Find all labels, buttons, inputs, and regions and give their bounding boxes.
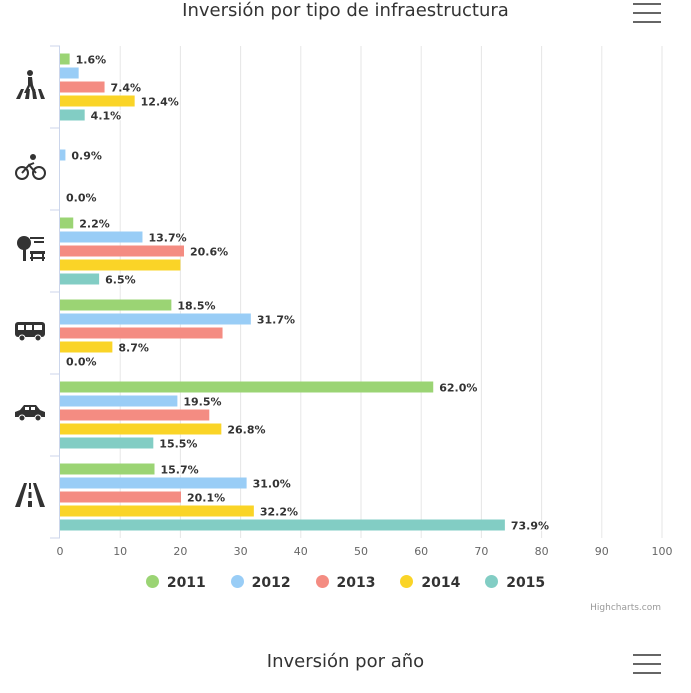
legend-label-2015: 2015: [506, 575, 546, 591]
data-label: 0.9%: [71, 150, 102, 163]
data-label: 0.0%: [66, 356, 97, 369]
bar-2012-public-space[interactable]: [60, 231, 143, 243]
bar-2011-pedestrian[interactable]: [60, 53, 70, 65]
legend-item-2012[interactable]: 2012: [230, 575, 291, 591]
bar-2015-pedestrian[interactable]: [60, 109, 85, 121]
bicycle-icon: [15, 154, 46, 180]
legend-marker-2013: [315, 575, 329, 588]
highway-icon: [15, 483, 45, 507]
data-label: 8.7%: [118, 342, 149, 355]
highcharts-credits-link[interactable]: Highcharts.com: [590, 603, 661, 613]
bar-2011-public-space[interactable]: [60, 217, 74, 229]
bar-2014-car[interactable]: [60, 423, 222, 435]
bar-2015-public-space[interactable]: [60, 273, 100, 285]
data-label: 0.0%: [66, 192, 97, 205]
bar-2012-bus[interactable]: [60, 313, 251, 325]
data-label: 19.5%: [183, 396, 221, 409]
bar-2014-public-space[interactable]: [60, 259, 181, 271]
data-labels: 1.6% 7.4%12.4% 4.1% 0.9% 0.0% 2.2% 13.7% 20.6% 6…: [65, 52, 551, 534]
bar-2012-bicycle[interactable]: [60, 149, 66, 161]
bar-2015-highway[interactable]: [60, 519, 505, 531]
x-tick-label: 0: [57, 545, 64, 558]
x-tick-label: 20: [173, 545, 187, 558]
legend-item-2013[interactable]: 2013: [315, 575, 376, 591]
hamburger-menu-icon[interactable]: [633, 3, 661, 25]
bar-2012-highway[interactable]: [60, 477, 247, 489]
bar-2011-car[interactable]: [60, 381, 434, 393]
x-tick-label: 100: [652, 545, 673, 558]
legend-item-2014[interactable]: 2014: [400, 575, 460, 591]
bus-icon: [15, 322, 45, 342]
data-label: 20.1%: [187, 492, 225, 505]
x-tick-label: 70: [474, 545, 488, 558]
hamburger-menu-icon[interactable]: [633, 654, 661, 676]
value-axis: 0 10 20 30 40 50 60 70 80 90 100: [57, 545, 673, 558]
legend-label-2011: 2011: [166, 575, 206, 591]
x-tick-label: 40: [294, 545, 308, 558]
x-tick-label: 10: [113, 545, 127, 558]
data-label: 4.1%: [91, 110, 122, 123]
chart-title: Inversión por tipo de infraestructura: [182, 0, 509, 21]
category-axis: [50, 45, 60, 539]
data-label: 2.2%: [79, 218, 110, 231]
x-tick-label: 50: [354, 545, 368, 558]
bar-2011-highway[interactable]: [60, 463, 155, 475]
data-label: 1.6%: [76, 54, 107, 67]
car-icon: [15, 405, 45, 422]
next-chart-title: Inversión por año: [266, 651, 425, 672]
legend-item-2011[interactable]: 2011: [145, 575, 206, 591]
legend-marker-2012: [230, 575, 244, 588]
bar-2013-pedestrian[interactable]: [60, 81, 105, 93]
x-tick-label: 80: [535, 545, 549, 558]
data-label: 20.6%: [190, 246, 228, 259]
gridlines: [119, 46, 663, 538]
data-label: 32.2%: [260, 506, 298, 519]
legend-marker-2011: [145, 575, 159, 588]
data-label: 31.0%: [253, 478, 291, 491]
legend: 2011 2012 2013 2014 2015: [0, 575, 691, 591]
legend-label-2012: 2012: [251, 575, 291, 591]
x-tick-label: 30: [234, 545, 248, 558]
data-label: 12.4%: [141, 96, 179, 109]
bar-2014-highway[interactable]: [60, 505, 254, 517]
bar-2013-public-space[interactable]: [60, 245, 185, 257]
data-label: 18.5%: [177, 300, 215, 313]
bar-chart: 1.6% 7.4%12.4% 4.1% 0.9% 0.0% 2.2% 13.7% 20.6% 6…: [15, 45, 673, 558]
legend-item-2015[interactable]: 2015: [485, 575, 545, 591]
legend-marker-2014: [400, 575, 414, 588]
legend-label-2014: 2014: [421, 575, 461, 591]
data-label: 13.7%: [148, 232, 186, 245]
bar-2013-highway[interactable]: [60, 491, 182, 503]
bar-2013-car[interactable]: [60, 409, 210, 421]
x-tick-label: 90: [595, 545, 609, 558]
bar-2012-pedestrian[interactable]: [60, 67, 79, 79]
data-label: 15.7%: [161, 464, 199, 477]
data-label: 6.5%: [105, 274, 136, 287]
pedestrian-icon: [16, 70, 45, 99]
bars: [60, 53, 505, 531]
data-label: 7.4%: [111, 82, 142, 95]
bar-2013-bus[interactable]: [60, 327, 223, 339]
data-label: 15.5%: [159, 438, 197, 451]
public-space-icon: [17, 236, 45, 261]
bar-2015-car[interactable]: [60, 437, 154, 449]
bar-2012-car[interactable]: [60, 395, 178, 407]
bar-2014-bus[interactable]: [60, 341, 113, 353]
data-label: 73.9%: [511, 520, 549, 533]
bar-2011-bus[interactable]: [60, 299, 172, 311]
data-label: 62.0%: [439, 382, 477, 395]
bar-2014-pedestrian[interactable]: [60, 95, 135, 107]
data-label: 31.7%: [257, 314, 295, 327]
data-label: 26.8%: [227, 424, 265, 437]
category-icons: [15, 70, 46, 507]
legend-label-2013: 2013: [336, 575, 376, 591]
x-tick-label: 60: [414, 545, 428, 558]
legend-marker-2015: [485, 575, 499, 588]
